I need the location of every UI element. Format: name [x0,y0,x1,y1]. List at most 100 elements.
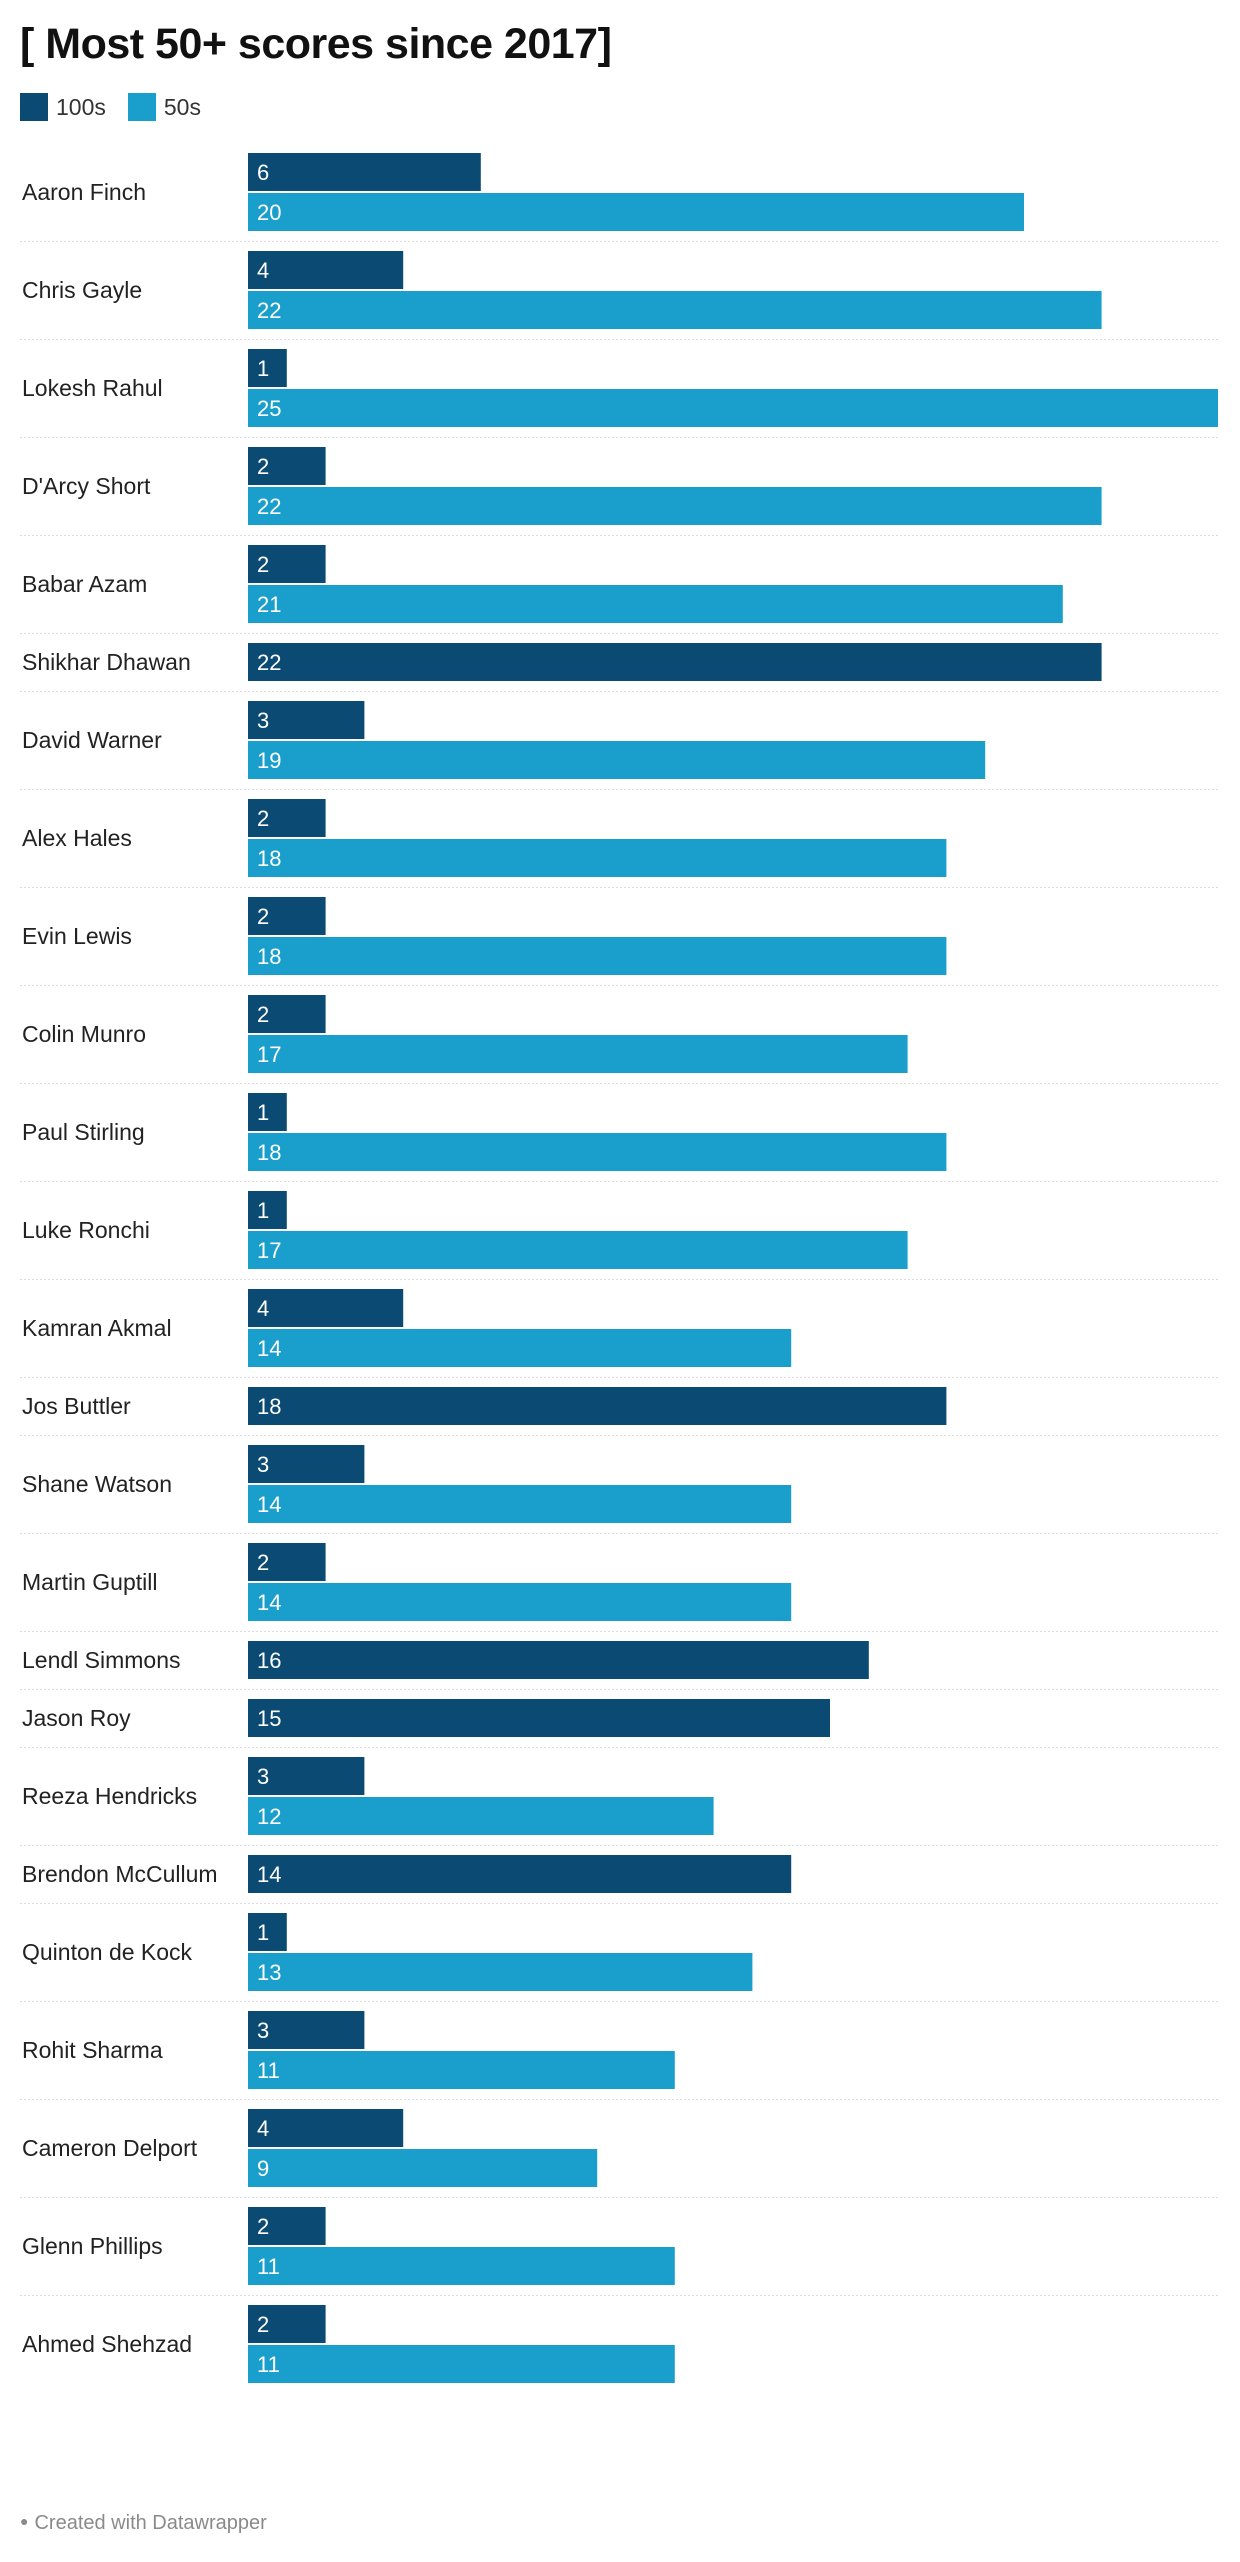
category-label: Lendl Simmons [22,1647,181,1673]
bar-100s [248,1757,365,1795]
legend-swatch-100s [20,93,48,121]
bar-value-label: 14 [257,1862,281,1887]
bar-value-label: 22 [257,298,281,323]
bar-value-label: 3 [257,2018,269,2043]
bar-value-label: 20 [257,200,281,225]
bar-value-label: 18 [257,1394,281,1419]
bar-value-label: 11 [257,2058,280,2083]
bar-50s [248,1797,714,1835]
bar-value-label: 14 [257,1492,281,1517]
bar-50s [248,1035,908,1073]
bar-value-label: 1 [257,356,269,381]
bar-50s [248,585,1063,623]
category-label: Jos Buttler [22,1393,131,1419]
bar-50s [248,1231,908,1269]
bar-value-label: 4 [257,1296,269,1321]
bar-value-label: 14 [257,1590,281,1615]
category-label: Colin Munro [22,1021,146,1047]
bar-value-label: 1 [257,1100,269,1125]
legend-item-100s: 100s [20,93,106,121]
bar-50s [248,1485,792,1523]
category-label: Jason Roy [22,1705,131,1731]
bar-value-label: 21 [257,592,281,617]
bar-value-label: 18 [257,1140,281,1165]
bar-50s [248,937,947,975]
category-label: Shane Watson [22,1471,172,1497]
bar-value-label: 9 [257,2156,269,2181]
bar-100s [248,1913,287,1951]
bullet-icon: ● [20,2513,29,2529]
category-label: Rohit Sharma [22,2037,163,2063]
bar-value-label: 14 [257,1336,281,1361]
category-label: Luke Ronchi [22,1217,150,1243]
bar-100s [248,2011,365,2049]
category-label: Chris Gayle [22,277,142,303]
bar-50s [248,193,1024,231]
bar-value-label: 11 [257,2254,280,2279]
bar-value-label: 16 [257,1648,281,1673]
legend: 100s 50s [20,92,223,122]
bar-100s [248,1543,326,1581]
category-label: Ahmed Shehzad [22,2331,192,2357]
bar-100s [248,1445,365,1483]
bar-50s [248,1583,792,1621]
bar-100s [248,2109,404,2147]
bar-50s [248,1953,753,1991]
category-label: Kamran Akmal [22,1315,172,1341]
bar-100s [248,799,326,837]
category-label: David Warner [22,727,162,753]
bar-100s [248,349,287,387]
bar-100s [248,251,404,289]
bar-value-label: 25 [257,396,281,421]
bar-value-label: 1 [257,1198,269,1223]
footer-text: Created with Datawrapper [34,2512,267,2534]
footer-credit: ● Created with Datawrapper [20,2512,267,2535]
bar-100s [248,897,326,935]
bar-value-label: 19 [257,748,281,773]
bar-100s [248,1093,287,1131]
bar-100s [248,2207,326,2245]
bar-50s [248,487,1102,525]
category-label: Cameron Delport [22,2135,198,2161]
category-label: Lokesh Rahul [22,375,163,401]
category-label: Babar Azam [22,571,147,597]
bar-value-label: 4 [257,258,269,283]
bar-value-label: 17 [257,1238,281,1263]
bar-50s [248,2149,598,2187]
category-label: Martin Guptill [22,1569,157,1595]
legend-swatch-50s [127,93,156,121]
category-label: Alex Hales [22,825,132,851]
bar-50s [248,839,947,877]
bar-50s [248,741,986,779]
category-label: Aaron Finch [22,179,146,205]
bar-50s [248,2247,675,2285]
legend-label-100s: 100s [56,93,106,120]
bar-value-label: 22 [257,494,281,519]
bar-value-label: 18 [257,846,281,871]
bar-100s [248,545,326,583]
bar-value-label: 11 [257,2352,280,2377]
category-label: D'Arcy Short [22,473,151,499]
bar-100s [248,1699,830,1737]
bar-value-label: 3 [257,1452,269,1477]
bar-50s [248,2051,675,2089]
bar-value-label: 2 [257,806,269,831]
bar-value-label: 12 [257,1804,281,1829]
bar-100s [248,643,1102,681]
bar-50s [248,1329,792,1367]
legend-label-50s: 50s [163,93,201,120]
bar-100s [248,2305,326,2343]
category-label: Quinton de Kock [22,1939,193,1965]
bar-100s [248,1641,869,1679]
bar-value-label: 6 [257,160,269,185]
bar-100s [248,1289,404,1327]
bar-value-label: 2 [257,1550,269,1575]
category-label: Glenn Phillips [22,2233,163,2259]
category-label: Reeza Hendricks [22,1783,197,1809]
bar-100s [248,1855,792,1893]
legend-item-50s: 50s [127,93,201,121]
bar-value-label: 22 [257,650,281,675]
bar-value-label: 3 [257,1764,269,1789]
bar-value-label: 2 [257,2312,269,2337]
